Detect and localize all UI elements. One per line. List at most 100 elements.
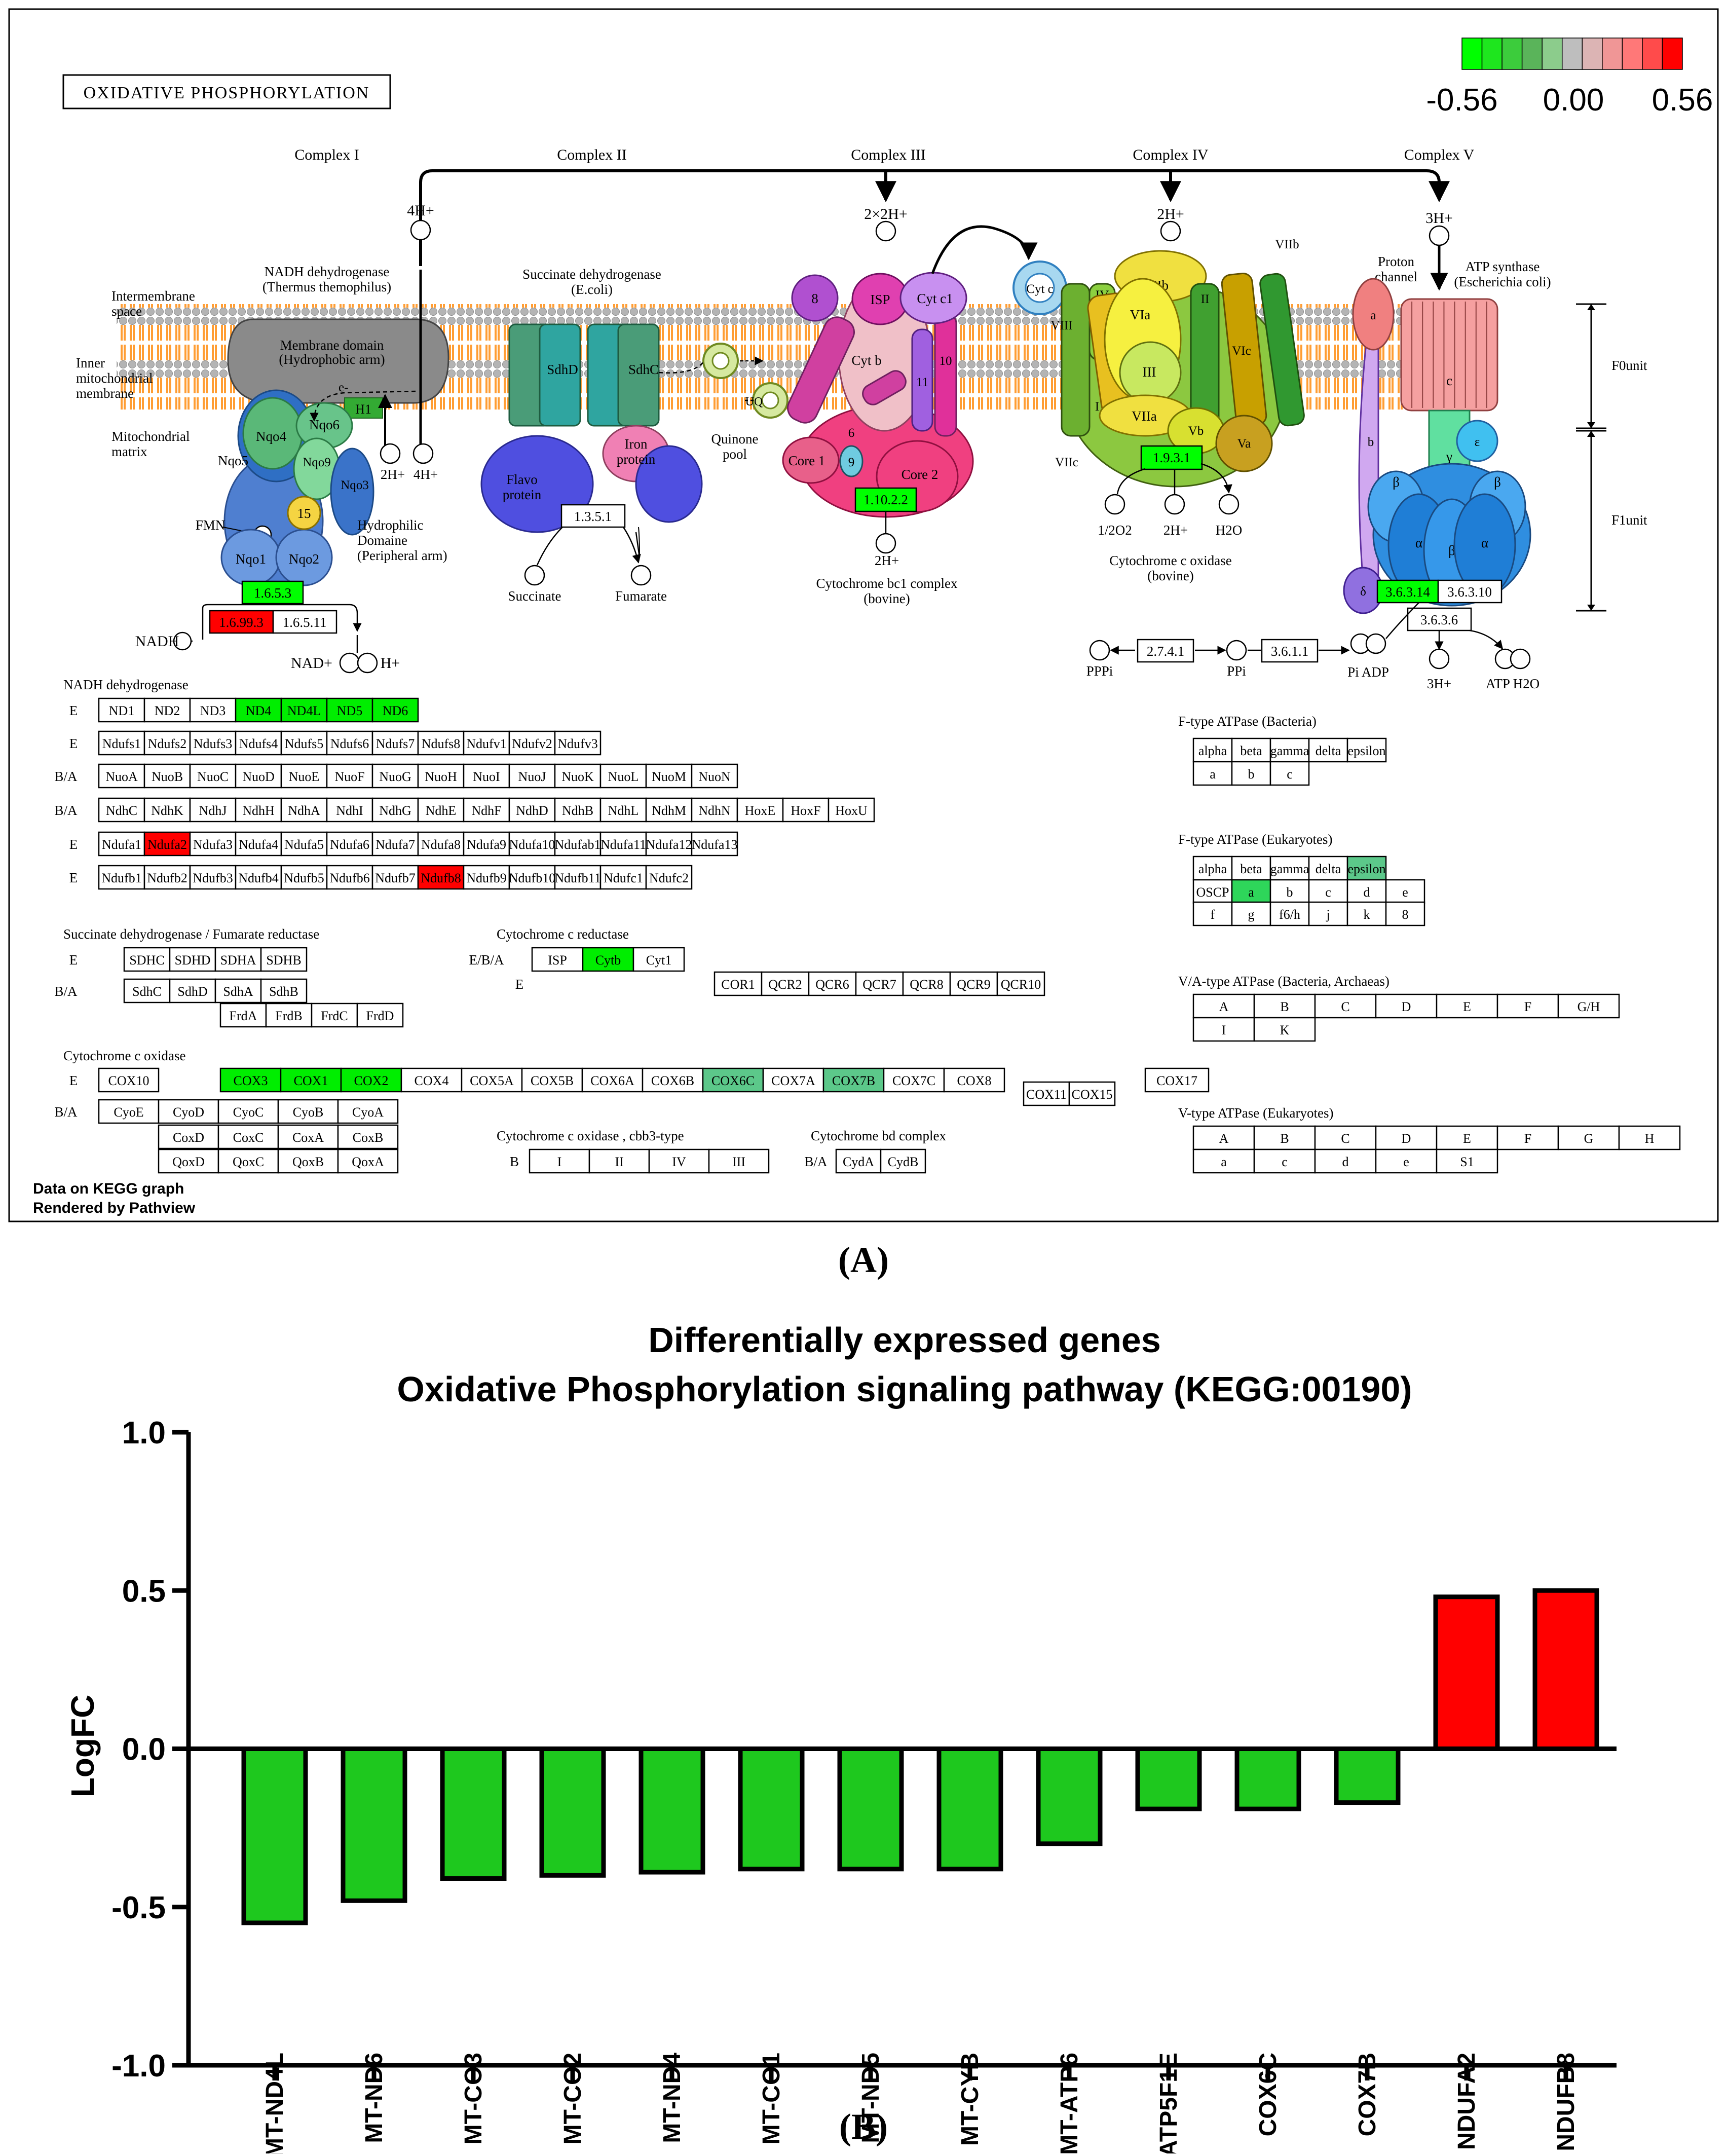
gene-box[interactable] — [235, 763, 282, 789]
gene-box[interactable] — [1557, 993, 1620, 1019]
gene-box[interactable] — [337, 1124, 399, 1149]
gene-box[interactable] — [1253, 993, 1316, 1019]
gene-box[interactable] — [280, 697, 328, 723]
gene-box[interactable] — [1231, 901, 1271, 926]
gene-box[interactable] — [808, 971, 857, 996]
gene-box[interactable] — [326, 831, 373, 857]
gene-box[interactable] — [508, 831, 556, 857]
gene-box[interactable] — [371, 697, 419, 723]
gene-box[interactable] — [1068, 1081, 1116, 1106]
gene-box[interactable] — [260, 947, 308, 972]
gene-box[interactable] — [1192, 856, 1233, 881]
gene-box[interactable] — [828, 797, 875, 823]
gene-box[interactable] — [529, 1148, 590, 1174]
gene-box[interactable] — [949, 971, 998, 996]
gene-box[interactable] — [326, 797, 373, 823]
gene-box[interactable] — [280, 797, 328, 823]
gene-box[interactable] — [235, 797, 282, 823]
gene-box[interactable] — [123, 978, 171, 1003]
gene-box[interactable] — [835, 1148, 882, 1174]
gene-box[interactable] — [1192, 879, 1233, 904]
gene-box[interactable] — [645, 865, 693, 890]
gene-box[interactable] — [508, 763, 556, 789]
gene-box[interactable] — [1231, 856, 1271, 881]
gene-box[interactable] — [260, 978, 308, 1003]
gene-box[interactable] — [217, 1099, 279, 1124]
ec-1-6-5-3[interactable] — [241, 580, 304, 605]
gene-box[interactable] — [235, 697, 282, 723]
gene-box[interactable] — [189, 730, 237, 756]
gene-box[interactable] — [169, 947, 216, 972]
gene-box[interactable] — [98, 697, 145, 723]
gene-box[interactable] — [98, 1099, 160, 1124]
gene-box[interactable] — [143, 797, 191, 823]
gene-box[interactable] — [189, 697, 237, 723]
gene-box[interactable] — [855, 971, 904, 996]
gene-box[interactable] — [554, 865, 602, 890]
ec-1-10-2-2[interactable] — [854, 487, 917, 512]
gene-box[interactable] — [588, 1148, 650, 1174]
gene-box[interactable] — [883, 1067, 945, 1093]
gene-box[interactable] — [1346, 737, 1387, 763]
gene-box[interactable] — [371, 831, 419, 857]
gene-box[interactable] — [1436, 1148, 1498, 1174]
gene-box[interactable] — [1253, 1148, 1316, 1174]
gene-box[interactable] — [1436, 1125, 1498, 1150]
gene-box[interactable] — [645, 763, 693, 789]
gene-box[interactable] — [417, 831, 465, 857]
gene-box[interactable] — [371, 865, 419, 890]
gene-box[interactable] — [1436, 993, 1498, 1019]
gene-box[interactable] — [371, 797, 419, 823]
gene-box[interactable] — [599, 797, 647, 823]
gene-box[interactable] — [1253, 1017, 1316, 1042]
gene-box[interactable] — [554, 797, 602, 823]
gene-box[interactable] — [1192, 1017, 1255, 1042]
gene-box[interactable] — [1023, 1081, 1070, 1106]
gene-box[interactable] — [599, 763, 647, 789]
gene-box[interactable] — [642, 1067, 704, 1093]
gene-box[interactable] — [277, 1148, 339, 1174]
gene-box[interactable] — [714, 971, 763, 996]
gene-box[interactable] — [996, 971, 1045, 996]
gene-box[interactable] — [943, 1067, 1005, 1093]
gene-box[interactable] — [1231, 879, 1271, 904]
gene-box[interactable] — [158, 1124, 219, 1149]
gene-box[interactable] — [1192, 761, 1233, 786]
gene-box[interactable] — [219, 1067, 282, 1093]
gene-box[interactable] — [214, 978, 262, 1003]
ec-1-6-5-11[interactable] — [272, 610, 337, 634]
gene-box[interactable] — [461, 1067, 523, 1093]
gene-box[interactable] — [326, 865, 373, 890]
gene-box[interactable] — [1308, 737, 1348, 763]
gene-box[interactable] — [371, 763, 419, 789]
gene-box[interactable] — [648, 1148, 710, 1174]
gene-box[interactable] — [217, 1148, 279, 1174]
gene-box[interactable] — [880, 1148, 926, 1174]
gene-box[interactable] — [691, 831, 738, 857]
gene-box[interactable] — [235, 865, 282, 890]
gene-box[interactable] — [280, 831, 328, 857]
gene-box[interactable] — [98, 831, 145, 857]
ec-2-7-4-1[interactable] — [1137, 639, 1194, 663]
ec-3-6-3-14[interactable] — [1376, 579, 1439, 604]
gene-box[interactable] — [708, 1148, 770, 1174]
gene-box[interactable] — [280, 865, 328, 890]
gene-box[interactable] — [1346, 901, 1387, 926]
ec-1-6-99-3[interactable] — [209, 610, 274, 634]
gene-box[interactable] — [508, 865, 556, 890]
gene-box[interactable] — [1385, 879, 1425, 904]
gene-box[interactable] — [356, 1002, 404, 1028]
gene-box[interactable] — [691, 763, 738, 789]
gene-box[interactable] — [1618, 1125, 1681, 1150]
ec-1-3-5-1[interactable] — [560, 504, 626, 528]
gene-box[interactable] — [554, 831, 602, 857]
gene-box[interactable] — [1496, 993, 1559, 1019]
gene-box[interactable] — [1269, 761, 1310, 786]
gene-box[interactable] — [1314, 993, 1377, 1019]
gene-box[interactable] — [417, 865, 465, 890]
gene-box[interactable] — [277, 1099, 339, 1124]
gene-box[interactable] — [143, 831, 191, 857]
ec-3-6-3-10[interactable] — [1437, 579, 1503, 604]
gene-box[interactable] — [280, 730, 328, 756]
gene-box[interactable] — [98, 1067, 160, 1093]
